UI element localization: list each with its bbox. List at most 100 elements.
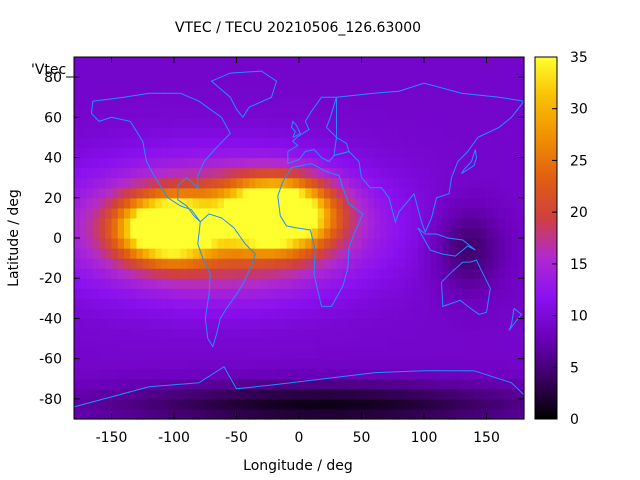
heat-cell: [274, 298, 281, 309]
heat-cell: [411, 127, 419, 139]
heat-cell: [367, 298, 375, 309]
heat-cell: [130, 107, 138, 118]
heat-cell: [467, 378, 475, 390]
heat-cell: [480, 288, 488, 299]
heat-cell: [192, 308, 200, 320]
heat-cell: [430, 308, 438, 320]
heat-cell: [499, 348, 506, 360]
heat-cell: [136, 137, 144, 149]
heat-cell: [311, 238, 319, 249]
heat-cell: [305, 147, 313, 159]
heat-cell: [86, 107, 94, 118]
heat-cell: [80, 187, 88, 199]
colorbar-tick-label: 35: [570, 50, 588, 66]
heat-cell: [249, 87, 256, 98]
heat-cell: [467, 57, 475, 68]
heat-cell: [299, 298, 306, 309]
heat-cell: [330, 248, 338, 259]
heat-cell: [480, 57, 488, 68]
heat-cell: [261, 328, 269, 340]
heat-cell: [136, 77, 144, 88]
heat-cell: [417, 268, 425, 279]
heat-cell: [80, 117, 88, 128]
heat-cell: [492, 258, 500, 269]
heat-cell: [449, 157, 456, 169]
heat-cell: [205, 338, 213, 350]
heat-cell: [405, 388, 413, 400]
heat-cell: [205, 207, 213, 219]
heat-cell: [467, 348, 475, 360]
heat-cell: [136, 248, 144, 259]
heat-cell: [342, 398, 350, 410]
heat-cell: [392, 368, 400, 380]
heat-cell: [461, 378, 469, 390]
heat-cell: [449, 217, 456, 229]
heat-cell: [336, 278, 344, 289]
heat-cell: [261, 348, 269, 360]
heat-cell: [317, 408, 325, 420]
heat-cell: [361, 328, 369, 340]
heat-cell: [455, 127, 463, 139]
heat-cell: [436, 117, 444, 128]
heat-cell: [336, 167, 344, 179]
heat-cell: [305, 338, 313, 350]
heat-cell: [180, 408, 188, 420]
heat-cell: [455, 67, 463, 78]
heat-cell: [299, 288, 306, 299]
heat-cell: [255, 388, 263, 400]
heat-cell: [442, 268, 450, 279]
heat-cell: [311, 278, 319, 289]
heat-cell: [349, 338, 356, 350]
heat-cell: [511, 328, 519, 340]
heat-cell: [305, 388, 313, 400]
heat-cell: [361, 167, 369, 179]
heat-cell: [192, 217, 200, 229]
heat-cell: [449, 338, 456, 350]
heat-cell: [474, 408, 481, 420]
heat-cell: [199, 147, 206, 159]
heat-cell: [367, 67, 375, 78]
heat-cell: [417, 358, 425, 370]
heat-cell: [267, 298, 275, 309]
heat-cell: [480, 238, 488, 249]
heat-cell: [392, 197, 400, 209]
heat-cell: [286, 67, 294, 78]
heat-cell: [99, 137, 106, 149]
heat-cell: [242, 207, 250, 219]
heat-cell: [249, 137, 256, 149]
heat-cell: [111, 248, 119, 259]
heat-cell: [349, 97, 356, 108]
heat-cell: [399, 117, 406, 128]
heat-cell: [242, 87, 250, 98]
heat-cell: [436, 77, 444, 88]
heat-cell: [492, 398, 500, 410]
heat-cell: [149, 388, 156, 400]
heat-cell: [430, 278, 438, 289]
heat-cell: [255, 238, 263, 249]
heat-cell: [317, 318, 325, 330]
heat-cell: [417, 137, 425, 149]
heat-cell: [455, 358, 463, 370]
heat-cell: [286, 177, 294, 189]
heat-cell: [430, 127, 438, 139]
heat-cell: [286, 338, 294, 350]
heat-cell: [424, 258, 431, 269]
heat-cell: [336, 207, 344, 219]
heat-cell: [249, 238, 256, 249]
heat-cell: [386, 167, 394, 179]
heat-cell: [86, 117, 94, 128]
heat-cell: [367, 127, 375, 139]
colorbar-tick-label: 0: [570, 412, 579, 428]
heat-cell: [361, 77, 369, 88]
heat-cell: [236, 117, 244, 128]
heat-cell: [149, 177, 156, 189]
heat-cell: [274, 97, 281, 108]
heat-cell: [161, 318, 169, 330]
heat-cell: [480, 248, 488, 259]
heat-cell: [436, 408, 444, 420]
heat-cell: [117, 57, 125, 68]
heat-cell: [261, 288, 269, 299]
heat-cell: [274, 57, 281, 68]
heat-cell: [80, 107, 88, 118]
heat-cell: [486, 348, 494, 360]
